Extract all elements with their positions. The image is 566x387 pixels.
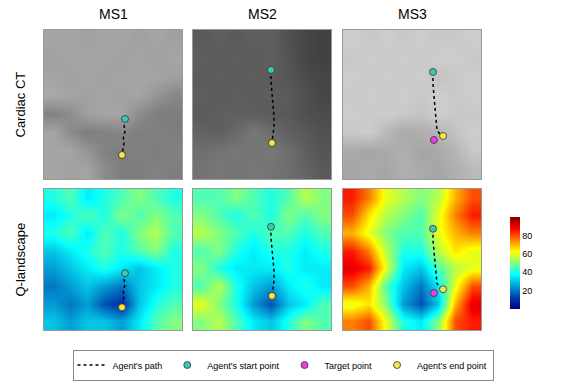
svg-text:MS3: MS3 [398,6,427,22]
svg-text:Agent's path: Agent's path [113,361,163,371]
svg-text:Agent's start point: Agent's start point [207,361,279,371]
svg-text:Cardiac CT: Cardiac CT [13,72,28,138]
svg-text:40: 40 [522,267,532,277]
svg-text:MS1: MS1 [99,6,128,22]
svg-text:20: 20 [522,286,532,296]
svg-text:Target point: Target point [325,361,373,371]
svg-text:MS2: MS2 [248,6,277,22]
svg-text:Q-landscape: Q-landscape [13,223,28,297]
svg-text:Agent's end point: Agent's end point [417,361,487,371]
svg-text:60: 60 [522,249,532,259]
svg-text:80: 80 [522,231,532,241]
